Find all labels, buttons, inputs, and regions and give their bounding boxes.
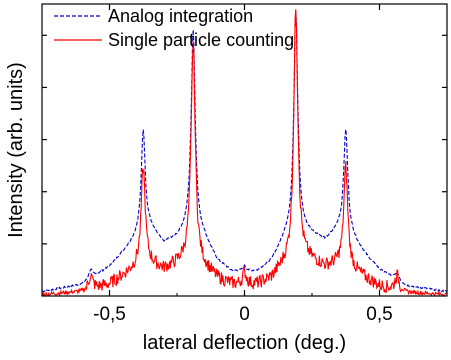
- legend-label: Analog integration: [108, 6, 253, 26]
- x-axis-ticks: -0,5 0 0,5: [41, 4, 448, 325]
- x-tick-label: 0,5: [366, 304, 392, 325]
- y-axis-label: Intensity (arb. units): [5, 62, 27, 238]
- series-line-2: [42, 9, 447, 296]
- series-line-1: [42, 12, 447, 293]
- y-axis-ticks: [42, 34, 447, 245]
- x-tick-label: -0,5: [93, 304, 126, 325]
- x-axis-label: lateral deflection (deg.): [143, 332, 346, 354]
- plot-area: [42, 9, 447, 296]
- legend-label: Single particle counting: [108, 30, 294, 50]
- legend: Analog integration Single particle counti…: [54, 6, 294, 50]
- x-tick-label: 0: [239, 304, 250, 325]
